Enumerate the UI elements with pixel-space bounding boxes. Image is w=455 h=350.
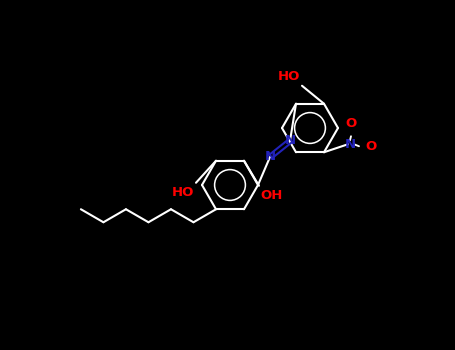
Text: HO: HO bbox=[172, 186, 194, 199]
Text: N: N bbox=[264, 150, 276, 163]
Text: OH: OH bbox=[260, 189, 283, 202]
Text: N: N bbox=[284, 134, 296, 147]
Text: O: O bbox=[365, 140, 376, 153]
Text: N: N bbox=[344, 138, 355, 151]
Text: HO: HO bbox=[278, 70, 300, 83]
Text: O: O bbox=[345, 117, 357, 130]
